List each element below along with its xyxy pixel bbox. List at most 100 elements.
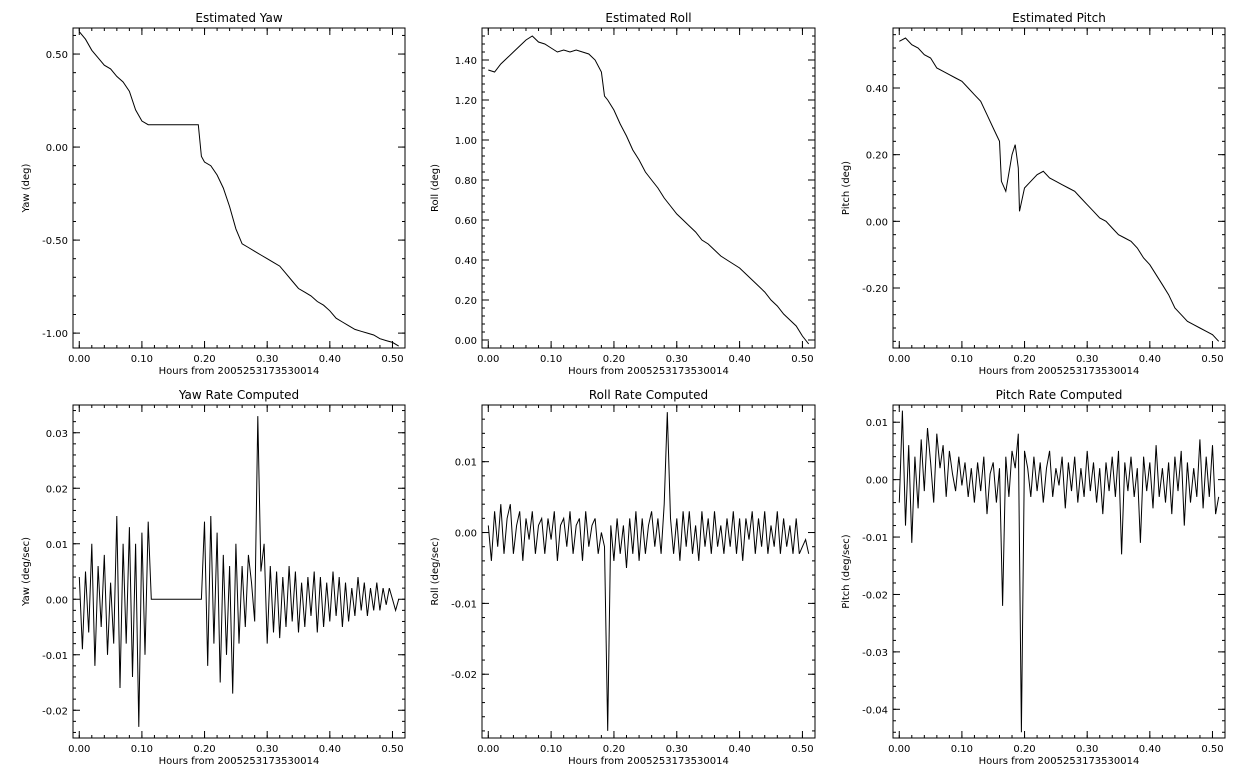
chart-6-series-line [898,410,1220,733]
chart-5: Roll Rate Computed 0.00 0.10 0.20 0.30 0.40 0.… [430,388,816,767]
chart-3-y-tick-label: 0.00 [866,217,888,228]
chart-2-x-tick-label: 0.50 [791,354,813,365]
chart-2-y-tick-label: 0.00 [455,336,477,347]
chart-5-title: Roll Rate Computed [589,388,708,402]
chart-5-y-tick-label: -0.02 [451,670,477,681]
chart-5-x-tick-label: 0.40 [728,744,750,755]
chart-4-x-tick-label: 0.50 [381,744,403,755]
chart-4-y-axis-label: Yaw (deg/sec) [21,537,32,607]
chart-3-x-tick-label: 0.10 [951,354,973,365]
chart-3-x-tick-label: 0.40 [1139,354,1161,365]
chart-4: Yaw Rate Computed 0.00 0.10 0.20 0.30 0.40 0.5… [21,388,406,767]
chart-3-y-tick-label: -0.20 [862,284,888,295]
chart-1-y-tick-label: -1.00 [42,329,68,340]
chart-5-y-axis-label: Roll (deg/sec) [430,537,441,605]
chart-6: Pitch Rate Computed 0.00 0.10 0.20 0.30 0.40 0… [841,388,1226,767]
chart-1-title: Estimated Yaw [195,11,282,25]
chart-5-x-tick-label: 0.00 [477,744,499,755]
chart-4-y-tick-label: 0.02 [46,484,68,495]
chart-4-y-tick-label: -0.02 [42,706,68,717]
chart-2-x-tick-label: 0.30 [666,354,688,365]
chart-6-y-tick-label: -0.01 [862,533,888,544]
chart-5-x-axis-label: Hours from 2005253173530014 [568,756,729,767]
chart-1-x-tick-label: 0.20 [193,354,215,365]
chart-3-x-tick-label: 0.00 [888,354,910,365]
chart-6-y-tick-label: 0.01 [866,418,888,429]
chart-2-x-tick-label: 0.40 [728,354,750,365]
chart-3: Estimated Pitch 0.00 0.10 0.20 0.30 0.40 0.50 -… [841,11,1226,377]
chart-2-series-line [488,35,810,345]
chart-2-y-tick-label: 0.80 [455,176,477,187]
chart-4-title: Yaw Rate Computed [178,388,299,402]
chart-3-y-tick-label: 0.40 [866,84,888,95]
chart-2-x-axis-label: Hours from 2005253173530014 [568,366,729,377]
chart-3-series-line [899,37,1220,342]
chart-2-title: Estimated Roll [605,11,691,25]
chart-5-y-tick-label: 0.01 [455,458,477,469]
chart-6-frame [892,404,1226,739]
chart-1-x-tick-label: 0.30 [256,354,278,365]
chart-6-title: Pitch Rate Computed [996,388,1123,402]
chart-1-x-tick-label: 0.40 [319,354,341,365]
chart-1-x-tick-label: 0.10 [131,354,153,365]
chart-3-x-tick-label: 0.20 [1013,354,1035,365]
chart-2-y-tick-label: 0.20 [455,296,477,307]
chart-3-x-tick-label: 0.30 [1076,354,1098,365]
chart-3-x-axis-label: Hours from 2005253173530014 [979,366,1140,377]
chart-4-x-tick-label: 0.30 [256,744,278,755]
chart-4-y-tick-label: 0.01 [46,540,68,551]
chart-5-y-tick-label: 0.00 [455,529,477,540]
chart-6-y-tick-label: 0.00 [866,476,888,487]
chart-4-x-tick-label: 0.40 [319,744,341,755]
chart-6-y-axis-label: Pitch (deg/sec) [841,534,852,609]
chart-2-y-tick-label: 1.40 [455,56,477,67]
chart-3-frame [892,27,1226,349]
chart-4-y-tick-label: 0.00 [46,595,68,606]
chart-5-y-tick-label: -0.01 [451,599,477,610]
chart-2-y-tick-label: 1.20 [455,96,477,107]
chart-3-y-tick-label: 0.20 [866,151,888,162]
chart-4-x-tick-label: 0.10 [131,744,153,755]
chart-2-y-tick-label: 0.60 [455,216,477,227]
chart-6-x-tick-label: 0.10 [951,744,973,755]
chart-5-x-tick-label: 0.30 [666,744,688,755]
chart-2-x-tick-label: 0.20 [603,354,625,365]
chart-2-y-tick-label: 0.40 [455,256,477,267]
chart-5-frame [481,404,816,739]
chart-2-x-tick-label: 0.10 [540,354,562,365]
chart-4-y-tick-label: 0.03 [46,429,68,440]
chart-1-series-line [78,31,399,347]
chart-1: Estimated Yaw 0.00 0.10 0.20 0.30 0.40 0.50 -1.… [21,11,406,377]
chart-2-frame [481,27,816,349]
chart-6-y-tick-label: -0.02 [862,590,888,601]
chart-2-y-tick-label: 1.00 [455,136,477,147]
chart-6-y-tick-label: -0.03 [862,648,888,659]
chart-1-x-tick-label: 0.50 [381,354,403,365]
chart-5-x-tick-label: 0.20 [603,744,625,755]
chart-2-x-tick-label: 0.00 [477,354,499,365]
chart-5-x-tick-label: 0.10 [540,744,562,755]
chart-3-title: Estimated Pitch [1012,11,1106,25]
chart-6-x-tick-label: 0.00 [888,744,910,755]
chart-4-x-axis-label: Hours from 2005253173530014 [159,756,320,767]
chart-3-x-tick-label: 0.50 [1201,354,1223,365]
chart-4-x-tick-label: 0.00 [68,744,90,755]
chart-1-y-tick-label: -0.50 [42,236,68,247]
chart-4-y-tick-label: -0.01 [42,651,68,662]
chart-2-y-axis-label: Roll (deg) [430,164,441,212]
chart-2: Estimated Roll 0.00 0.10 0.20 0.30 0.40 0.50 0.… [430,11,816,377]
chart-1-y-axis-label: Yaw (deg) [21,163,32,213]
chart-4-frame [72,404,406,739]
chart-5-x-tick-label: 0.50 [791,744,813,755]
chart-6-x-tick-label: 0.40 [1139,744,1161,755]
chart-6-y-tick-label: -0.04 [862,705,888,716]
chart-1-y-tick-label: 0.50 [46,50,68,61]
chart-6-x-tick-label: 0.20 [1013,744,1035,755]
chart-4-x-tick-label: 0.20 [193,744,215,755]
chart-1-x-tick-label: 0.00 [68,354,90,365]
chart-4-series-line [78,416,400,727]
chart-1-x-axis-label: Hours from 2005253173530014 [159,366,320,377]
chart-3-y-axis-label: Pitch (deg) [841,161,852,215]
